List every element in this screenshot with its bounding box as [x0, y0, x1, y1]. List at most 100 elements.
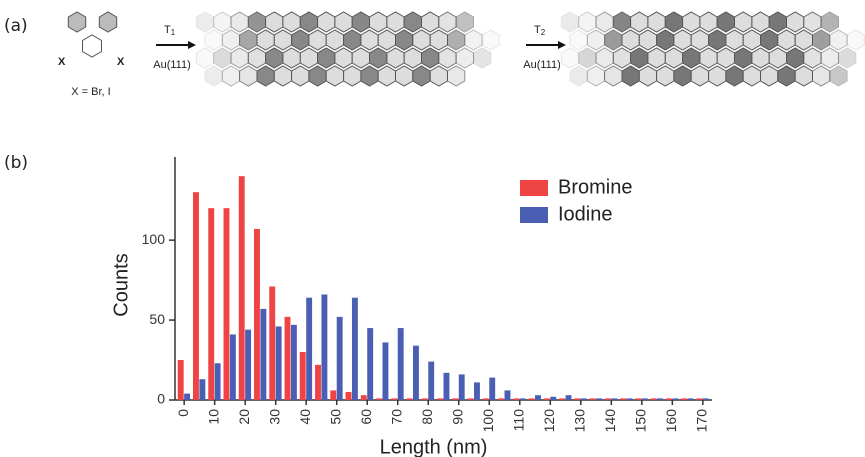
x-tick-label: 110 — [510, 409, 526, 432]
condition-subscript: 2 — [541, 28, 546, 37]
bar — [223, 208, 230, 400]
hexagon — [481, 29, 500, 51]
legend-swatch — [520, 207, 548, 223]
bar — [519, 398, 526, 400]
bar — [657, 398, 663, 400]
hexagon — [308, 29, 327, 51]
legend-label: Bromine — [558, 176, 632, 198]
hexagon — [421, 47, 440, 69]
bar — [360, 395, 367, 400]
hexagon — [760, 65, 779, 87]
hexagon — [455, 11, 474, 33]
hexagon — [794, 65, 813, 87]
bar — [604, 398, 611, 400]
bar — [665, 398, 672, 400]
hexagon — [829, 29, 848, 51]
hexagon — [656, 29, 675, 51]
hexagon — [846, 29, 865, 51]
bar — [382, 342, 389, 400]
hexagon — [325, 65, 345, 87]
hexagon — [334, 47, 353, 69]
hexagon — [578, 47, 597, 69]
hexagon — [204, 29, 223, 51]
hexagon — [829, 65, 848, 87]
hexagon — [239, 29, 258, 51]
hexagon — [578, 11, 597, 33]
bar — [513, 398, 520, 400]
hexagon — [256, 65, 275, 87]
panel-label: (b) — [4, 153, 28, 173]
bar — [489, 377, 496, 400]
hexagon — [299, 47, 319, 69]
bar — [482, 398, 489, 400]
hexagon — [604, 65, 623, 87]
hexagon — [638, 29, 658, 51]
bar — [452, 398, 459, 400]
bar — [406, 398, 413, 400]
hexagon — [403, 11, 422, 33]
bar — [412, 345, 419, 400]
hexagon — [343, 65, 362, 87]
hexagon — [447, 29, 466, 51]
bar — [528, 398, 535, 400]
hexagon — [369, 11, 388, 33]
x-tick-label: 10 — [205, 409, 221, 425]
x-tick-label: 140 — [602, 409, 618, 433]
bar — [321, 294, 328, 400]
condition: T1 — [164, 24, 176, 37]
bar — [260, 308, 267, 400]
hexagon — [786, 11, 805, 33]
bar — [620, 398, 627, 400]
bar — [184, 393, 191, 400]
bar — [498, 398, 505, 400]
hexagon — [586, 65, 606, 87]
hexagon — [82, 34, 102, 58]
hexagon — [447, 65, 466, 87]
hexagon — [569, 65, 588, 87]
bar — [254, 228, 260, 400]
hexagon — [820, 11, 839, 33]
hexagon — [812, 65, 831, 87]
hexagon — [777, 65, 796, 87]
bar — [467, 398, 474, 400]
hexagon — [256, 29, 275, 51]
hexagon — [247, 11, 267, 33]
hexagon — [386, 47, 405, 69]
bar — [290, 324, 297, 400]
hexagon — [647, 47, 666, 69]
hexagon — [265, 47, 284, 69]
hexagon — [690, 29, 710, 51]
hexagon — [291, 65, 310, 87]
y-tick-label: 100 — [142, 231, 166, 247]
hexagon — [403, 47, 422, 69]
bar — [428, 361, 435, 400]
hexagon — [803, 11, 822, 33]
bar — [299, 352, 306, 400]
bar — [336, 316, 343, 400]
hexagon — [638, 65, 658, 87]
hexagon — [621, 29, 640, 51]
hexagon — [369, 47, 388, 69]
hexagon — [682, 11, 701, 33]
hexagon — [760, 29, 779, 51]
substrate: Au(111) — [523, 59, 561, 71]
hexagon — [768, 11, 787, 33]
bar — [589, 398, 596, 400]
hexagon — [360, 65, 379, 87]
hexagon — [412, 65, 431, 87]
hexagon — [395, 65, 414, 87]
hexagon — [317, 47, 336, 69]
bar — [672, 398, 679, 400]
hexagon — [282, 11, 301, 33]
bar — [351, 297, 358, 400]
bar — [535, 395, 541, 400]
substituent: X — [117, 56, 125, 68]
x-tick-label: 30 — [266, 409, 282, 425]
hexagon — [734, 11, 753, 33]
bar — [315, 364, 321, 400]
bar — [397, 328, 404, 400]
x-tick-label: 40 — [297, 409, 313, 425]
x-tick-label: 70 — [388, 409, 404, 425]
hexagon — [612, 11, 632, 33]
x-tick-label: 120 — [541, 409, 557, 433]
